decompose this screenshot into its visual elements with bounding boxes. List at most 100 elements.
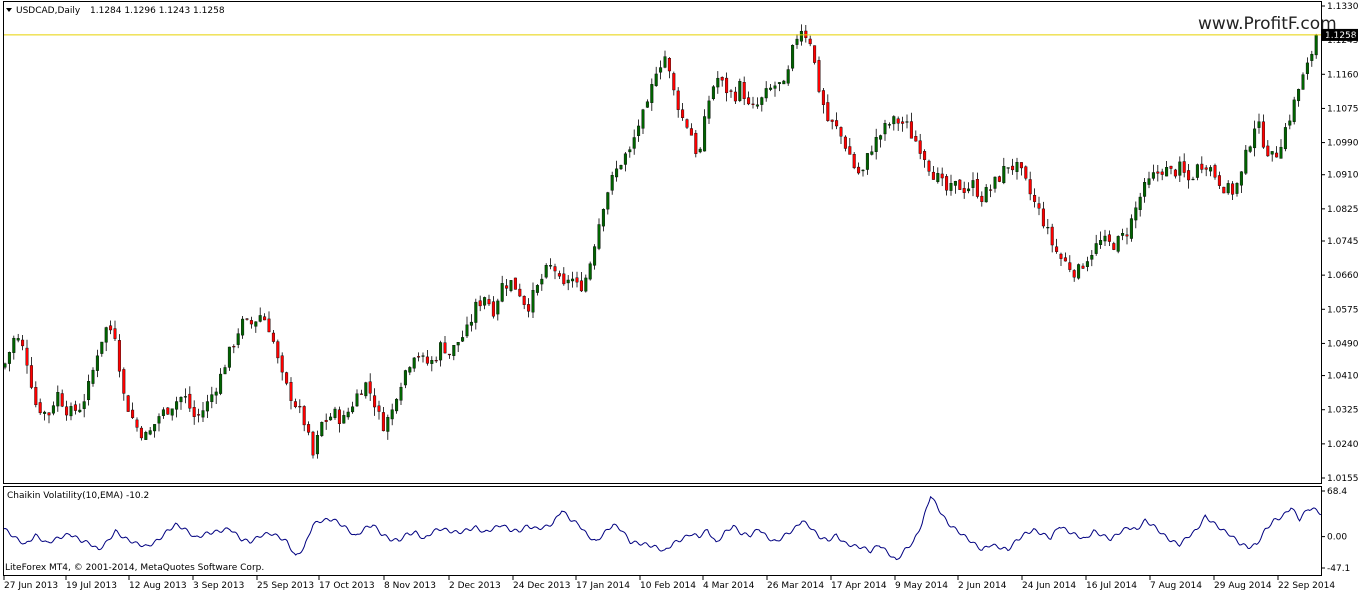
candle-body-bull: [760, 97, 764, 105]
candle: [1292, 96, 1296, 125]
candle-body-bear: [843, 136, 847, 149]
chaikin-volatility-line: [3, 495, 1322, 561]
candle-body-bear: [1173, 169, 1177, 177]
candle-body-bear: [491, 301, 495, 317]
candle: [95, 349, 99, 378]
candle-body-bull: [584, 277, 588, 292]
candle-body-bear: [1182, 161, 1186, 173]
candle-body-bull: [632, 137, 636, 149]
candle-body-bear: [817, 60, 821, 92]
candle-body-bull: [219, 373, 223, 394]
candle-body-bear: [997, 176, 1001, 182]
candle: [263, 313, 267, 321]
candle: [615, 160, 619, 182]
candle-body-bull: [496, 300, 500, 315]
candle: [439, 340, 443, 367]
candle: [1178, 156, 1182, 182]
time-tick-label: 4 Mar 2014: [703, 581, 755, 591]
menu-triangle-icon[interactable]: [6, 8, 12, 12]
candle-body-bull: [201, 410, 205, 418]
candle: [452, 345, 456, 361]
candle-body-bear: [359, 393, 363, 395]
candle: [175, 396, 179, 418]
candle-body-bull: [1297, 88, 1301, 102]
candle: [38, 398, 42, 415]
candle-body-bear: [1169, 165, 1173, 169]
time-tick-label: 9 May 2014: [895, 581, 948, 591]
candle: [1006, 167, 1010, 174]
candle: [914, 130, 918, 142]
candle: [725, 72, 729, 102]
candle-body-bear: [434, 360, 438, 362]
candle-body-bull: [320, 422, 324, 437]
candle-body-bull: [597, 224, 601, 249]
candle: [192, 400, 196, 425]
candle-body-bear: [1072, 270, 1076, 278]
candle-body-bear: [425, 356, 429, 364]
candle-body-bear: [1033, 195, 1037, 202]
price-tick-label: 1.0910: [1327, 171, 1359, 181]
candle: [1301, 72, 1305, 90]
candle: [425, 349, 429, 366]
candle-body-bear: [681, 109, 685, 118]
candle-body-bull: [1239, 171, 1243, 186]
candle-body-bull: [606, 192, 610, 210]
candle-body-bull: [711, 86, 715, 100]
candle-body-bull: [623, 153, 627, 165]
candle: [47, 412, 51, 424]
candle-body-bull: [183, 396, 187, 398]
candle-body-bull: [588, 263, 592, 280]
candle: [1314, 33, 1318, 59]
candle: [1283, 122, 1287, 152]
candle: [967, 182, 971, 194]
candle-body-bear: [940, 173, 944, 179]
candle: [170, 408, 174, 421]
candle-body-bull: [619, 165, 623, 170]
candle-body-bear: [307, 424, 311, 433]
price-tick-label: 1.1160: [1327, 70, 1359, 80]
candle: [1182, 153, 1186, 178]
candle: [1191, 176, 1195, 181]
candle: [540, 273, 544, 291]
candle: [733, 86, 737, 105]
candle: [56, 385, 60, 412]
candles: [3, 24, 1318, 459]
candle: [82, 393, 86, 418]
candle-body-bear: [835, 120, 839, 127]
candle: [874, 128, 878, 160]
time-tick-label: 27 Jun 2013: [4, 581, 58, 591]
candle: [117, 334, 121, 378]
indicator-tick-label: -47.1: [1327, 564, 1350, 574]
candle: [896, 116, 900, 131]
candle: [531, 282, 535, 319]
candle-body-bull: [205, 401, 209, 412]
candle-body-bear: [694, 132, 698, 154]
candle: [258, 307, 262, 323]
candle: [1253, 120, 1257, 157]
candle-body-bear: [276, 341, 280, 359]
candle: [945, 174, 949, 196]
candle: [227, 346, 231, 371]
candle: [1055, 238, 1059, 254]
price-tick-label: 1.1330: [1327, 2, 1359, 12]
candle-body-bull: [421, 355, 425, 357]
candle-body-bull: [452, 345, 456, 356]
candle: [808, 35, 812, 47]
price-tick-label: 1.0490: [1327, 339, 1359, 349]
candle: [412, 357, 416, 372]
candle-body-bull: [650, 84, 654, 103]
candle: [241, 315, 245, 339]
candle: [487, 294, 491, 307]
candle-body-bull: [874, 137, 878, 152]
candle-body-bear: [980, 195, 984, 202]
candle-body-bear: [60, 393, 64, 407]
candle-body-bear: [285, 372, 289, 384]
candle-body-bear: [197, 414, 201, 416]
price-tick-label: 1.1245: [1327, 36, 1359, 46]
candle: [12, 335, 16, 360]
candle-body-bull: [1121, 233, 1125, 236]
candle-body-bull: [91, 369, 95, 384]
candle-body-bull: [782, 80, 786, 85]
candle: [694, 130, 698, 158]
